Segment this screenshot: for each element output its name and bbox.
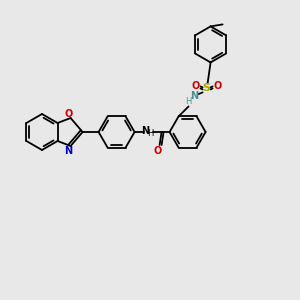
Text: O: O [191, 81, 200, 92]
Text: N: N [190, 92, 199, 101]
Text: N: N [142, 126, 150, 136]
Text: O: O [154, 146, 162, 156]
Text: S: S [202, 83, 211, 93]
Text: O: O [64, 109, 73, 119]
Text: N: N [64, 146, 73, 156]
Text: H: H [185, 97, 192, 106]
Text: O: O [214, 81, 222, 92]
Text: H: H [147, 130, 154, 139]
